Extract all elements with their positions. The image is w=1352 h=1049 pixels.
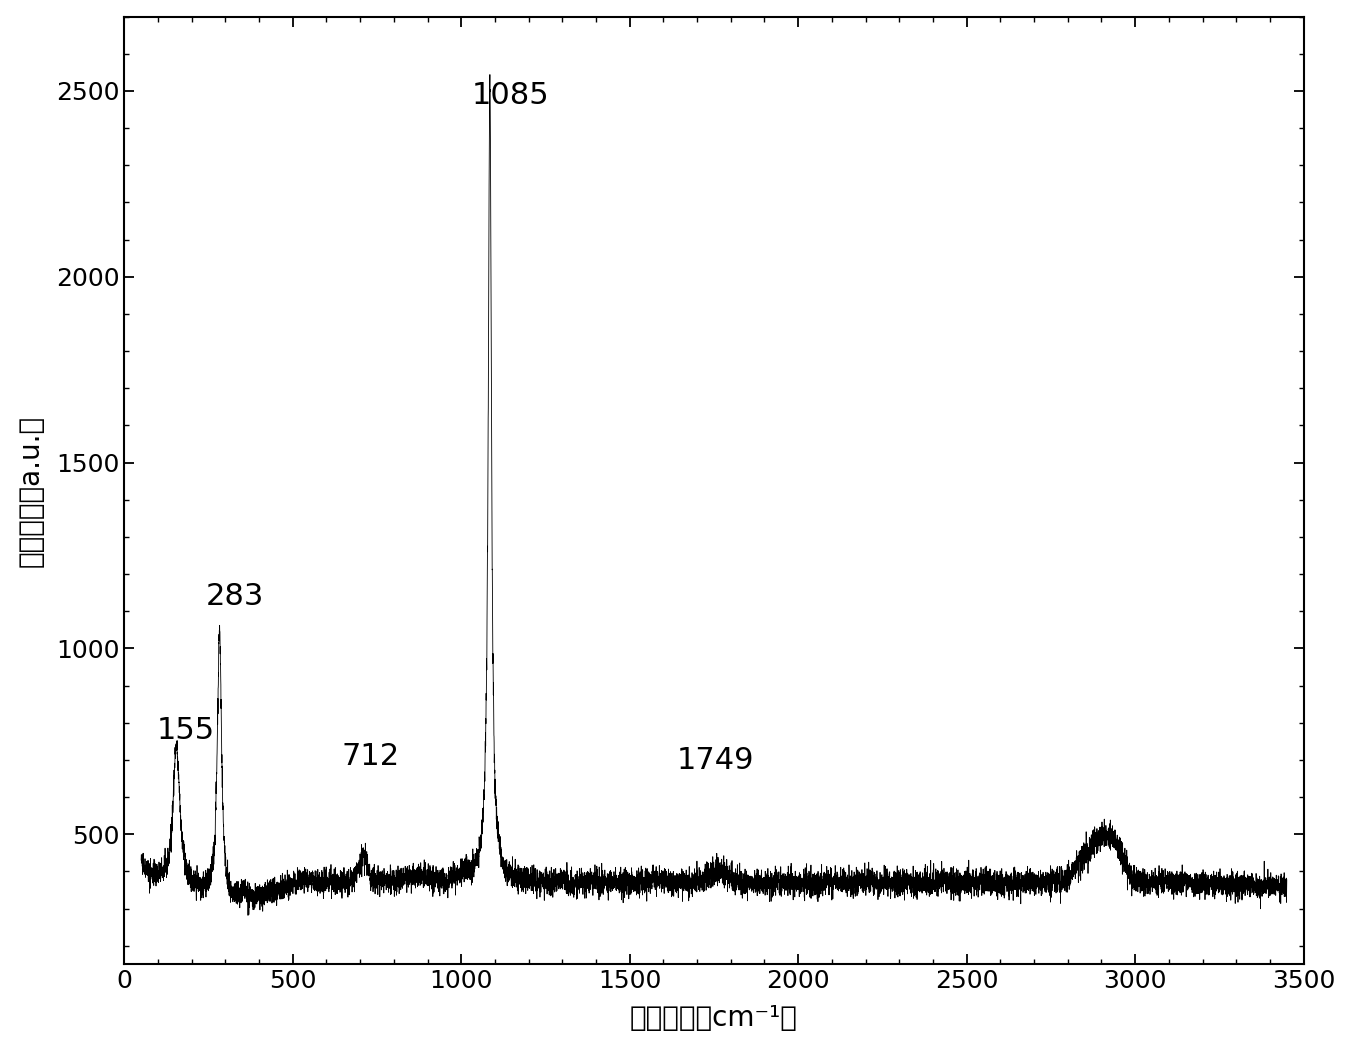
X-axis label: 拉曼位移（cm⁻¹）: 拉曼位移（cm⁻¹） <box>630 1004 798 1032</box>
Text: 712: 712 <box>342 742 400 771</box>
Text: 1085: 1085 <box>472 81 549 109</box>
Text: 1749: 1749 <box>677 746 754 775</box>
Text: 283: 283 <box>206 582 265 612</box>
Text: 155: 155 <box>157 716 215 745</box>
Y-axis label: 散射强度（a.u.）: 散射强度（a.u.） <box>16 414 45 566</box>
